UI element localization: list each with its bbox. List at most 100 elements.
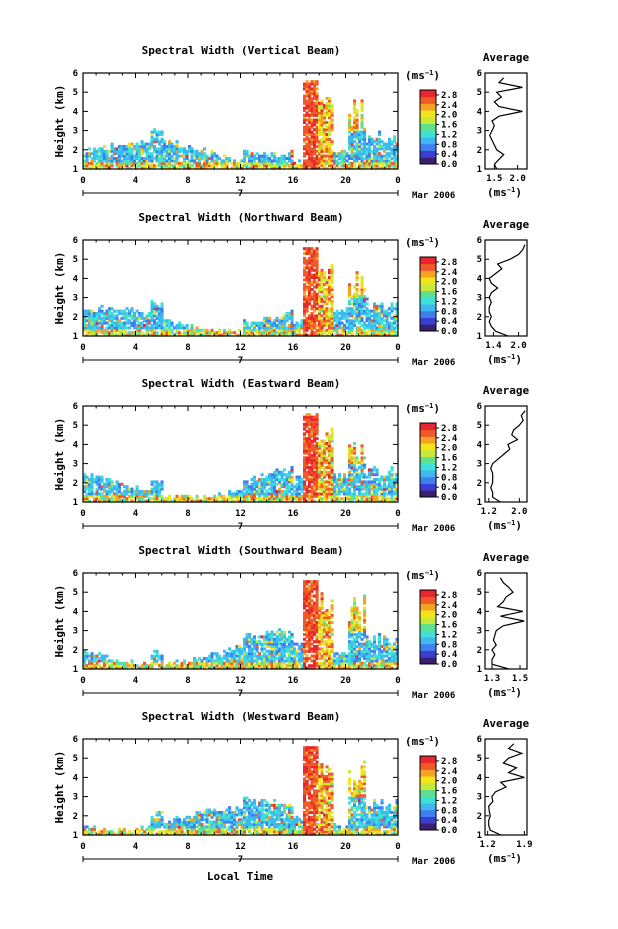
heatmap-cell — [318, 625, 322, 629]
heatmap-cell — [360, 316, 364, 320]
heatmap-cell — [158, 321, 162, 325]
heatmap-cell — [220, 333, 224, 337]
heatmap-cell — [330, 121, 334, 124]
heatmap-cell — [308, 637, 312, 641]
heatmap-cell — [125, 319, 129, 323]
heatmap-cell — [308, 256, 312, 260]
heatmap-cell — [138, 316, 142, 320]
heatmap-cell — [198, 152, 202, 156]
heatmap-cell — [285, 482, 289, 486]
heatmap-cell — [350, 482, 354, 486]
heatmap-cell — [298, 478, 302, 481]
heatmap-cell — [190, 333, 194, 337]
heatmap-cell — [318, 635, 322, 639]
heatmap-cell — [328, 616, 332, 620]
heatmap-cell — [310, 149, 314, 153]
heatmap-cell — [315, 451, 319, 455]
heatmap-cell — [278, 470, 282, 474]
heatmap-cell — [230, 661, 234, 665]
heatmap-cell — [270, 485, 274, 489]
heatmap-cell — [248, 635, 252, 639]
heatmap-cell — [150, 135, 154, 139]
heatmap-cell — [355, 664, 359, 668]
heatmap-cell — [158, 314, 162, 318]
heatmap-cell — [290, 633, 294, 636]
heatmap-cell — [393, 161, 397, 165]
heatmap-cell — [308, 87, 312, 91]
heatmap-cell — [355, 290, 359, 294]
heatmap-cell — [315, 111, 319, 115]
heatmap-cell — [258, 635, 262, 639]
heatmap-cell — [133, 314, 137, 318]
heatmap-cell — [320, 485, 324, 489]
heatmap-cell — [370, 480, 374, 484]
heatmap-cell — [360, 302, 364, 306]
heatmap-cell — [325, 104, 329, 108]
heatmap-cell — [363, 321, 367, 325]
heatmap-cell — [145, 490, 149, 493]
heatmap-cell — [310, 664, 314, 668]
y-tick-label: 4 — [73, 274, 79, 284]
heatmap-cell — [253, 659, 257, 663]
heatmap-cell — [168, 145, 172, 148]
heatmap-cell — [323, 473, 327, 477]
heatmap-cell — [155, 321, 159, 325]
heatmap-cell — [280, 661, 284, 665]
heatmap-cell — [208, 659, 212, 663]
heatmap-cell — [170, 331, 174, 335]
heatmap-cell — [310, 458, 314, 462]
heatmap-cell — [118, 166, 122, 170]
heatmap-cell — [215, 497, 219, 501]
heatmap-cell — [170, 166, 174, 170]
heatmap-cell — [130, 159, 134, 163]
heatmap-cell — [330, 118, 334, 122]
profile-y-tick-label: 3 — [477, 294, 482, 304]
heatmap-cell — [123, 324, 127, 327]
heatmap-cell — [353, 147, 357, 151]
heatmap-cell — [310, 420, 314, 424]
heatmap-cell — [263, 166, 267, 170]
heatmap-cell — [153, 312, 157, 315]
heatmap-cell — [340, 661, 344, 665]
heatmap-cell — [220, 159, 224, 163]
heatmap-cell — [278, 628, 282, 632]
heatmap-cell — [95, 659, 99, 663]
heatmap-cell — [305, 307, 309, 311]
heatmap-cell — [338, 312, 342, 315]
heatmap-cell — [120, 331, 124, 335]
heatmap-cell — [323, 468, 327, 472]
colorbar-tick-label: 2.4 — [441, 268, 458, 278]
heatmap-cell — [375, 492, 379, 496]
heatmap-cell — [210, 661, 214, 665]
heatmap-cell — [110, 666, 114, 670]
heatmap-cell — [305, 161, 309, 165]
heatmap-cell — [305, 633, 309, 636]
heatmap-cell — [360, 130, 364, 134]
heatmap-cell — [283, 326, 287, 330]
heatmap-cell — [383, 328, 387, 332]
heatmap-cell — [340, 666, 344, 670]
heatmap-cell — [353, 661, 357, 665]
heatmap-cell — [285, 499, 289, 503]
heatmap-cell — [268, 321, 272, 325]
heatmap-cell — [128, 166, 132, 170]
heatmap-cell — [323, 642, 327, 646]
heatmap-cell — [353, 616, 357, 620]
heatmap-cell — [100, 485, 104, 489]
heatmap-cell — [355, 468, 359, 472]
heatmap-cell — [305, 309, 309, 313]
heatmap-cell — [133, 497, 137, 501]
heatmap-cell — [270, 637, 274, 641]
heatmap-cell — [310, 333, 314, 337]
heatmap-cell — [303, 589, 307, 593]
heatmap-cell — [145, 319, 149, 323]
heatmap-cell — [128, 490, 132, 493]
heatmap-cell — [380, 490, 384, 493]
heatmap-cell — [203, 666, 207, 670]
heatmap-cell — [328, 487, 332, 491]
heatmap-cell — [315, 649, 319, 653]
heatmap-cell — [395, 478, 399, 481]
heatmap-cell — [123, 499, 127, 503]
heatmap-cell — [328, 659, 332, 663]
heatmap-cell — [353, 604, 357, 608]
